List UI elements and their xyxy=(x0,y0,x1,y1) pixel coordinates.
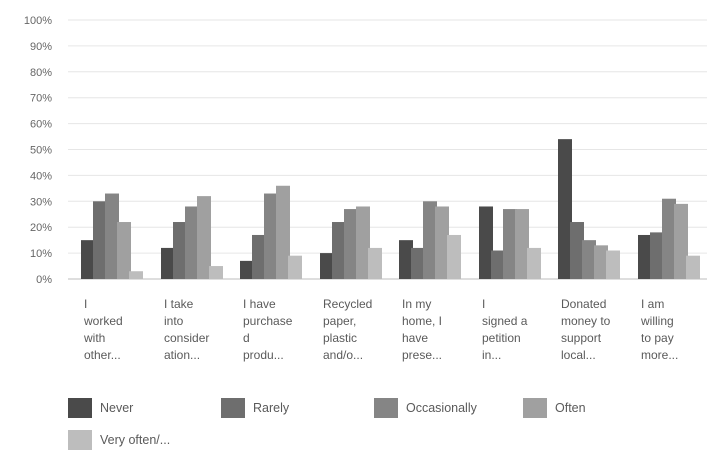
bar-rarely xyxy=(252,234,266,279)
bar-often xyxy=(515,209,529,279)
bar-occasionally xyxy=(582,240,596,279)
bar-occasionally xyxy=(503,209,517,279)
y-tick-label: 90% xyxy=(30,41,52,53)
y-tick-label: 70% xyxy=(30,93,52,105)
bar-rarely xyxy=(411,247,425,279)
legend-item: Never xyxy=(68,398,133,418)
bar-occasionally xyxy=(344,209,358,279)
y-tick-label: 30% xyxy=(30,196,52,208)
y-tick-label: 40% xyxy=(30,170,52,182)
bar-very-often xyxy=(606,250,620,279)
bar-occasionally xyxy=(264,193,278,279)
y-tick-label: 60% xyxy=(30,119,52,131)
bar-rarely xyxy=(650,232,664,279)
y-tick-label: 0% xyxy=(36,274,52,286)
legend-label: Often xyxy=(555,401,586,415)
legend-item: Rarely xyxy=(221,398,289,418)
bar-occasionally xyxy=(423,201,437,279)
bar-often xyxy=(356,206,370,279)
bar-never xyxy=(479,206,493,279)
bar-often xyxy=(276,185,290,279)
bar-rarely xyxy=(332,222,346,279)
bar-rarely xyxy=(173,222,187,279)
category-label: Recycled paper, plastic and/o... xyxy=(323,297,373,362)
category-label: I take into consider ation... xyxy=(164,297,210,362)
legend-item: Occasionally xyxy=(374,398,477,418)
bar-occasionally xyxy=(662,198,676,279)
bar-rarely xyxy=(570,222,584,279)
legend-label: Never xyxy=(100,401,134,415)
legend-label: Rarely xyxy=(253,401,290,415)
bar-occasionally xyxy=(185,206,199,279)
legend-swatch xyxy=(374,398,398,418)
legend-swatch xyxy=(523,398,547,418)
bar-never xyxy=(81,240,95,279)
legend-item: Very often/... xyxy=(68,430,170,450)
bar-often xyxy=(117,222,131,279)
y-tick-label: 20% xyxy=(30,222,52,234)
y-tick-label: 10% xyxy=(30,248,52,260)
bar-never xyxy=(399,240,413,279)
category-label: In my home, I have prese... xyxy=(402,297,443,362)
bar-very-often xyxy=(368,247,382,279)
legend-label: Very often/... xyxy=(100,433,171,447)
bar-very-often xyxy=(527,247,541,279)
category-label: Donated money to support local... xyxy=(561,297,611,362)
legend-item: Often xyxy=(523,398,586,418)
bar-often xyxy=(674,203,688,279)
bar-often xyxy=(435,206,449,279)
bar-very-often xyxy=(209,266,223,279)
y-tick-label: 50% xyxy=(30,145,52,157)
category-label: I am willing to pay more... xyxy=(641,297,679,362)
y-tick-label: 80% xyxy=(30,67,52,79)
bar-very-often xyxy=(686,255,700,279)
bar-very-often xyxy=(288,255,302,279)
legend-swatch xyxy=(221,398,245,418)
y-tick-label: 100% xyxy=(24,15,52,27)
bar-never xyxy=(320,253,334,279)
bar-very-often xyxy=(447,234,461,279)
bar-never xyxy=(161,247,175,279)
legend-swatch xyxy=(68,430,92,450)
bar-never xyxy=(638,234,652,279)
category-label: I have purchase d produ... xyxy=(243,297,293,362)
bar-never xyxy=(558,139,572,279)
bar-often xyxy=(594,245,608,279)
legend-label: Occasionally xyxy=(406,401,477,415)
bar-very-often xyxy=(129,271,143,279)
bar-never xyxy=(240,260,254,279)
category-label: I signed a petition in... xyxy=(482,297,528,362)
bar-rarely xyxy=(93,201,107,279)
category-label: I worked with other... xyxy=(84,297,123,362)
bar-often xyxy=(197,196,211,279)
bar-occasionally xyxy=(105,193,119,279)
bar-rarely xyxy=(491,250,505,279)
legend-swatch xyxy=(68,398,92,418)
